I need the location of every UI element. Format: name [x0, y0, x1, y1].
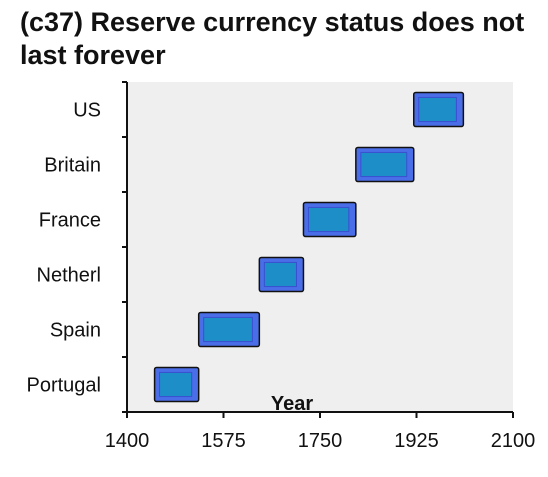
plot-area [127, 82, 513, 412]
x-tick-label: 1400 [105, 430, 150, 452]
x-tick-label: 1925 [394, 430, 439, 452]
range-bar-inner [203, 316, 253, 343]
range-bar-inner [307, 206, 350, 233]
range-bar-inner [360, 151, 408, 178]
y-tick-label: Spain [50, 320, 101, 342]
range-bar-inner [418, 96, 457, 123]
x-tick-label: 2100 [491, 430, 536, 452]
y-tick-label: US [73, 100, 101, 122]
y-tick-label: Portugal [27, 375, 102, 397]
range-bar-inner [159, 371, 193, 398]
y-tick-label: France [39, 210, 101, 232]
y-tick-label: Britain [44, 155, 101, 177]
x-tick-label: 1750 [298, 430, 343, 452]
x-axis-label: Year [271, 393, 313, 415]
range-bar-inner [263, 261, 297, 288]
chart-title: (c37) Reserve currency status does not l… [20, 7, 525, 70]
x-tick-label: 1575 [201, 430, 246, 452]
y-tick-label: Netherl [37, 265, 101, 287]
